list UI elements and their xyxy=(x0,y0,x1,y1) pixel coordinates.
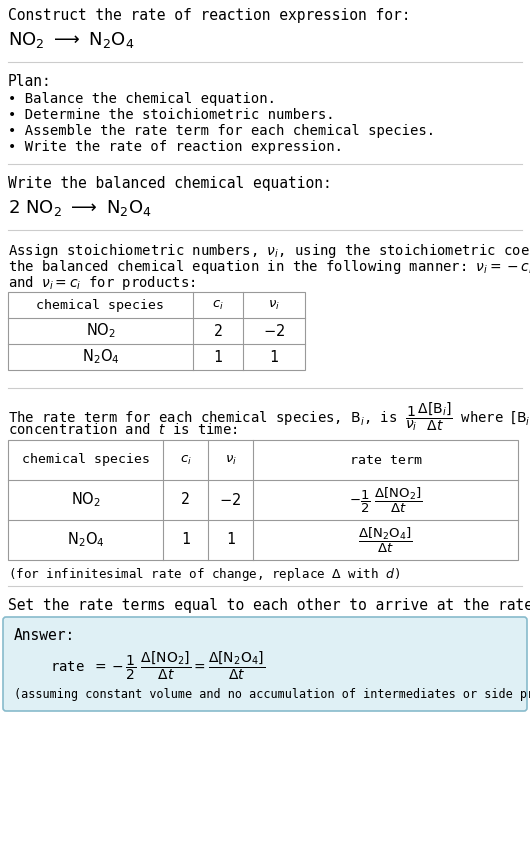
Text: Plan:: Plan: xyxy=(8,74,52,89)
Text: 1: 1 xyxy=(181,533,190,548)
Text: chemical species: chemical species xyxy=(37,299,164,311)
Text: 2: 2 xyxy=(181,493,190,507)
Text: • Determine the stoichiometric numbers.: • Determine the stoichiometric numbers. xyxy=(8,108,334,122)
Text: $c_i$: $c_i$ xyxy=(180,453,191,467)
Text: (for infinitesimal rate of change, replace $\Delta$ with $d$): (for infinitesimal rate of change, repla… xyxy=(8,566,400,583)
Text: concentration and $t$ is time:: concentration and $t$ is time: xyxy=(8,422,237,437)
Text: $\mathrm{NO_2}\ \longrightarrow\ \mathrm{N_2O_4}$: $\mathrm{NO_2}\ \longrightarrow\ \mathrm… xyxy=(8,30,135,50)
Text: $\nu_i$: $\nu_i$ xyxy=(268,299,280,311)
FancyBboxPatch shape xyxy=(3,617,527,711)
Text: • Assemble the rate term for each chemical species.: • Assemble the rate term for each chemic… xyxy=(8,124,435,138)
Text: Answer:: Answer: xyxy=(14,628,75,643)
Text: $-\dfrac{1}{2}\ \dfrac{\Delta[\mathrm{NO_2}]}{\Delta t}$: $-\dfrac{1}{2}\ \dfrac{\Delta[\mathrm{NO… xyxy=(349,485,422,515)
Bar xyxy=(8,292,305,370)
Text: $\mathrm{N_2O_4}$: $\mathrm{N_2O_4}$ xyxy=(82,348,119,366)
Text: Assign stoichiometric numbers, $\nu_i$, using the stoichiometric coefficients, $: Assign stoichiometric numbers, $\nu_i$, … xyxy=(8,242,530,260)
Text: rate term: rate term xyxy=(349,453,421,467)
Text: the balanced chemical equation in the following manner: $\nu_i = -c_i$ for react: the balanced chemical equation in the fo… xyxy=(8,258,530,276)
Text: 1: 1 xyxy=(214,349,223,365)
Text: $\mathrm{NO_2}$: $\mathrm{NO_2}$ xyxy=(85,322,116,340)
Text: Write the balanced chemical equation:: Write the balanced chemical equation: xyxy=(8,176,332,191)
Text: • Write the rate of reaction expression.: • Write the rate of reaction expression. xyxy=(8,140,343,154)
Text: $-2$: $-2$ xyxy=(219,492,242,508)
Bar xyxy=(8,440,518,560)
Text: Construct the rate of reaction expression for:: Construct the rate of reaction expressio… xyxy=(8,8,411,23)
Text: 1: 1 xyxy=(226,533,235,548)
Text: $\mathrm{N_2O_4}$: $\mathrm{N_2O_4}$ xyxy=(67,531,104,549)
Text: 1: 1 xyxy=(270,349,278,365)
Text: $2\ \mathrm{NO_2}\ \longrightarrow\ \mathrm{N_2O_4}$: $2\ \mathrm{NO_2}\ \longrightarrow\ \mat… xyxy=(8,198,152,218)
Text: $-2$: $-2$ xyxy=(263,323,285,339)
Text: rate $= -\dfrac{1}{2}\ \dfrac{\Delta[\mathrm{NO_2}]}{\Delta t} = \dfrac{\Delta[\: rate $= -\dfrac{1}{2}\ \dfrac{\Delta[\ma… xyxy=(50,650,265,682)
Text: • Balance the chemical equation.: • Balance the chemical equation. xyxy=(8,92,276,106)
Text: (assuming constant volume and no accumulation of intermediates or side products): (assuming constant volume and no accumul… xyxy=(14,688,530,701)
Text: and $\nu_i = c_i$ for products:: and $\nu_i = c_i$ for products: xyxy=(8,274,196,292)
Text: 2: 2 xyxy=(214,323,223,338)
Text: chemical species: chemical species xyxy=(22,453,149,467)
Text: Set the rate terms equal to each other to arrive at the rate expression:: Set the rate terms equal to each other t… xyxy=(8,598,530,613)
Text: $\mathrm{NO_2}$: $\mathrm{NO_2}$ xyxy=(70,490,101,509)
Text: The rate term for each chemical species, $\mathrm{B}_i$, is $\dfrac{1}{\nu_i}\df: The rate term for each chemical species,… xyxy=(8,400,530,433)
Text: $c_i$: $c_i$ xyxy=(212,299,224,311)
Text: $\nu_i$: $\nu_i$ xyxy=(225,453,236,467)
Text: $\dfrac{\Delta[\mathrm{N_2O_4}]}{\Delta t}$: $\dfrac{\Delta[\mathrm{N_2O_4}]}{\Delta … xyxy=(358,525,413,555)
